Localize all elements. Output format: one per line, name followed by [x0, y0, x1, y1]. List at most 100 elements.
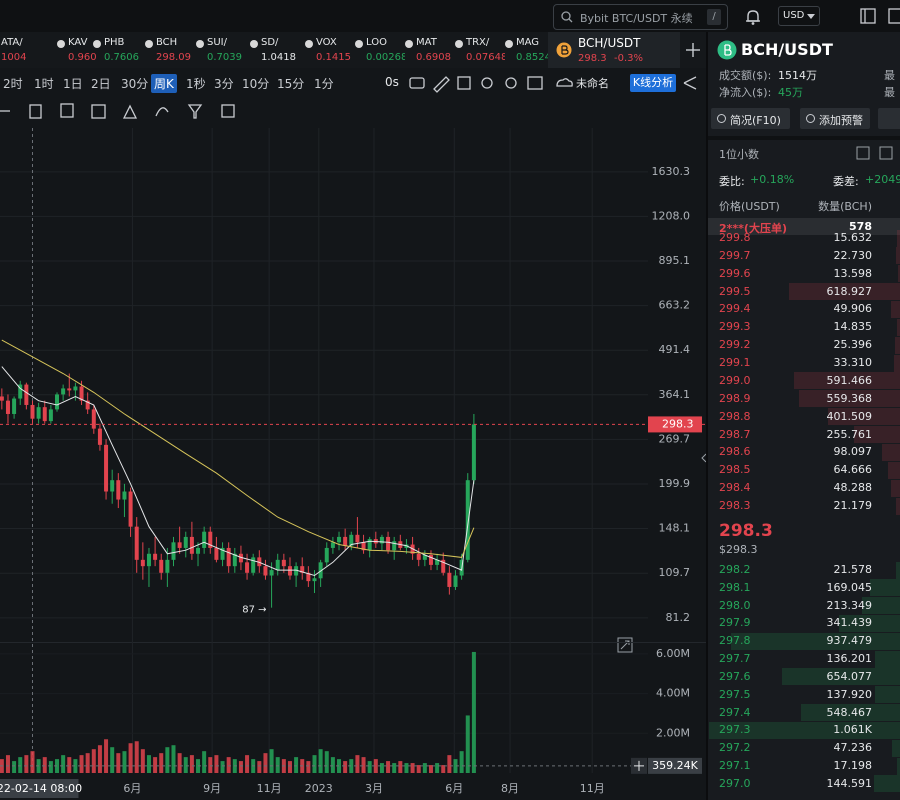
volume-bar — [379, 763, 384, 773]
timeframe-button[interactable]: 15分 — [277, 77, 305, 91]
ticker-icon — [455, 40, 463, 48]
ticker[interactable]: LOO 0.00268 — [355, 32, 405, 68]
ticker-name: ATA/ — [1, 37, 23, 48]
candle-body — [251, 557, 256, 573]
ticker-name: SD/ — [261, 37, 279, 48]
candle-body — [281, 559, 286, 567]
tool-copy[interactable] — [60, 103, 74, 118]
ticker-name: SUI/ — [207, 37, 227, 48]
tool-filter[interactable] — [187, 104, 203, 119]
timeframe-button[interactable]: 2日 — [91, 77, 111, 91]
analysis-button[interactable]: K线分析 — [630, 74, 676, 92]
candle-body — [422, 554, 427, 560]
diff-value: +2049.5 — [865, 173, 900, 186]
precision-select[interactable]: 1位小数 — [719, 148, 759, 161]
bell-icon[interactable] — [744, 8, 762, 26]
ticker[interactable]: PHB 0.7606 — [93, 32, 143, 68]
search-box[interactable]: Bybit BTC/USDT 永续 / — [553, 4, 728, 30]
candle-body — [416, 553, 421, 560]
y-tick-label: 269.7 — [659, 432, 691, 445]
tool-note[interactable] — [91, 104, 106, 119]
timeframe-button[interactable]: 1秒 — [186, 77, 206, 91]
depth-bar — [891, 739, 900, 757]
order-price: 297.6 — [719, 669, 751, 683]
ticker[interactable]: KAV 0.960 — [57, 32, 107, 68]
volume-bar — [189, 755, 194, 773]
timeframe-button[interactable]: 10分 — [242, 77, 270, 91]
ticker[interactable]: BCH 298.09 — [145, 32, 195, 68]
ticker[interactable]: MAG 0.8524 — [505, 32, 555, 68]
camera-icon[interactable] — [409, 77, 425, 89]
ticker[interactable]: VOX 0.1415 — [305, 32, 355, 68]
volume-bar — [159, 753, 164, 773]
order-price: 299.5 — [719, 284, 751, 298]
ticker[interactable]: TRX/0.07648 — [455, 32, 505, 68]
timeframe-button[interactable]: 30分 — [121, 77, 149, 91]
order-price: 297.7 — [719, 652, 751, 666]
depth-bar — [891, 300, 900, 318]
share-icon[interactable] — [683, 76, 697, 90]
layout-icon[interactable] — [860, 8, 876, 24]
tool-brush[interactable] — [155, 107, 169, 117]
active-tab[interactable]: BCH/USDT 298.3 -0.3% — [548, 32, 680, 68]
add-tab[interactable] — [686, 43, 700, 57]
depth-bar — [897, 265, 900, 283]
timeframe-button[interactable]: 3分 — [214, 77, 234, 91]
ticker[interactable]: ATA/1004 — [0, 32, 40, 68]
volume-bar — [30, 751, 35, 773]
tool-hide[interactable] — [221, 104, 235, 118]
panel-button-more[interactable] — [878, 108, 900, 129]
axis-collapse-handle[interactable] — [701, 453, 706, 463]
ticker[interactable]: SD/1.0418 — [250, 32, 300, 68]
compare-icon[interactable] — [481, 77, 493, 89]
tool-magnet[interactable] — [122, 104, 138, 119]
ticker-name: TRX/ — [466, 37, 490, 48]
volume-bar — [5, 755, 10, 773]
order-price: 298.9 — [719, 391, 751, 405]
template-icon[interactable] — [527, 76, 543, 90]
candle-body — [343, 536, 348, 546]
ticker[interactable]: MAT 0.6908 — [405, 32, 455, 68]
settings-icon[interactable] — [505, 77, 517, 89]
volume-bar — [55, 759, 60, 773]
order-qty: 401.509 — [826, 409, 873, 423]
edit-icon[interactable] — [433, 76, 450, 93]
layout-icon[interactable] — [879, 146, 893, 160]
volume-bar — [171, 745, 176, 773]
ticker-icon — [305, 40, 313, 48]
indicator-icon[interactable] — [457, 76, 471, 90]
panel-button[interactable]: 添加预警 — [800, 108, 870, 129]
currency-select[interactable]: USD — [778, 6, 820, 26]
menu-icon[interactable] — [888, 8, 900, 24]
order-price: 298.8 — [719, 409, 751, 423]
y-tick-label: 491.4 — [659, 343, 691, 356]
low-annotation: 87 → — [242, 605, 266, 616]
volume-bar — [312, 755, 317, 773]
ticker-name: BCH — [156, 37, 178, 48]
settings-icon[interactable] — [856, 146, 870, 160]
timeframe-button[interactable]: 1分 — [314, 77, 334, 91]
big-order-label: 2***(大压单) — [719, 222, 787, 235]
layout-name[interactable]: 未命名 — [576, 77, 609, 90]
timeframe-button[interactable]: 1时 — [34, 77, 54, 91]
timeframe-button[interactable]: 2时 — [3, 77, 23, 91]
depth-bar — [896, 757, 900, 775]
candle-body — [300, 566, 305, 573]
ticker[interactable]: SUI/0.7039 — [196, 32, 246, 68]
timeframe-button[interactable]: 1日 — [63, 77, 83, 91]
panel-button[interactable]: 简况(F10) — [711, 108, 790, 129]
depth-bar — [827, 408, 900, 426]
order-qty: 14.835 — [833, 320, 873, 334]
button-icon — [806, 114, 815, 123]
order-price: 299.3 — [719, 320, 751, 334]
ticker-icon — [57, 40, 65, 48]
tool-delete[interactable] — [29, 104, 42, 119]
candle-body — [257, 557, 262, 567]
timeframe-button[interactable]: 周K — [151, 74, 177, 93]
toolbar-icons — [409, 76, 697, 93]
order-price: 299.7 — [719, 248, 751, 262]
stat-extra: 最 — [884, 69, 895, 82]
moving-average — [1, 366, 475, 577]
cloud-icon[interactable] — [556, 78, 573, 87]
ticker-icon — [93, 40, 101, 48]
